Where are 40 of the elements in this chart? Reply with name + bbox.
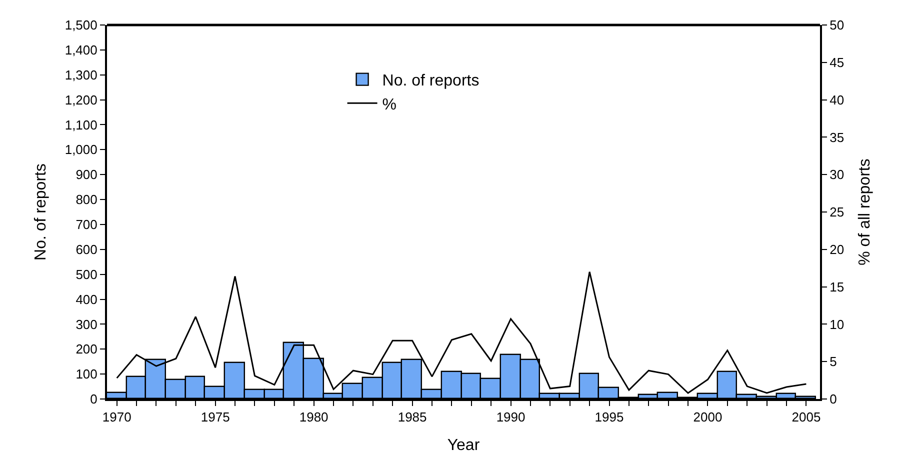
y-tick-label: 1,500 — [64, 18, 98, 33]
y-tick-label: 600 — [76, 242, 98, 257]
x-axis-title: Year — [447, 436, 480, 454]
x-tick-label: 2000 — [693, 410, 722, 425]
y-tick-label: 700 — [76, 217, 98, 232]
y-tick-label: 300 — [76, 316, 98, 332]
legend-label: No. of reports — [382, 72, 480, 90]
y2-tick-label: 40 — [830, 92, 844, 108]
y-tick-label: 1,300 — [64, 67, 98, 82]
x-tick-label: 1985 — [398, 410, 427, 425]
y-tick-label: 1,400 — [64, 42, 98, 58]
y-axis-title: No. of reports — [32, 164, 50, 260]
x-tick-label: 1990 — [496, 410, 526, 425]
y-tick-label: 800 — [76, 192, 98, 208]
x-tick-label: 2005 — [792, 410, 821, 425]
y2-tick-label: 15 — [830, 279, 844, 294]
x-tick-label: 1970 — [102, 410, 132, 425]
y-tick-label: 400 — [76, 292, 98, 307]
x-tick-label: 1975 — [200, 410, 230, 425]
y2-tick-label: 50 — [830, 18, 844, 33]
y2-tick-label: 5 — [830, 354, 837, 370]
y-tick-label: 1,100 — [64, 117, 98, 132]
y-tick-label: 200 — [76, 342, 98, 357]
y2-tick-label: 20 — [830, 242, 844, 257]
y2-tick-label: 35 — [830, 130, 844, 145]
y-tick-label: 900 — [76, 167, 98, 182]
legend-label: % — [382, 96, 397, 114]
y-tick-label: 500 — [76, 266, 98, 282]
x-tick-label: 1995 — [594, 410, 624, 425]
y2-tick-label: 25 — [830, 204, 844, 220]
y-tick-label: 100 — [76, 366, 98, 382]
y-tick-label: 0 — [90, 392, 98, 407]
y2-tick-label: 10 — [830, 316, 844, 332]
y2-tick-label: 45 — [830, 54, 844, 70]
y2-tick-label: 30 — [830, 167, 844, 182]
x-tick-label: 1980 — [299, 410, 328, 425]
y2-axis-title: % of all reports — [856, 158, 874, 266]
y-tick-label: 1,000 — [64, 142, 98, 158]
y2-tick-label: 0 — [830, 392, 837, 407]
y-tick-label: 1,200 — [64, 92, 98, 108]
